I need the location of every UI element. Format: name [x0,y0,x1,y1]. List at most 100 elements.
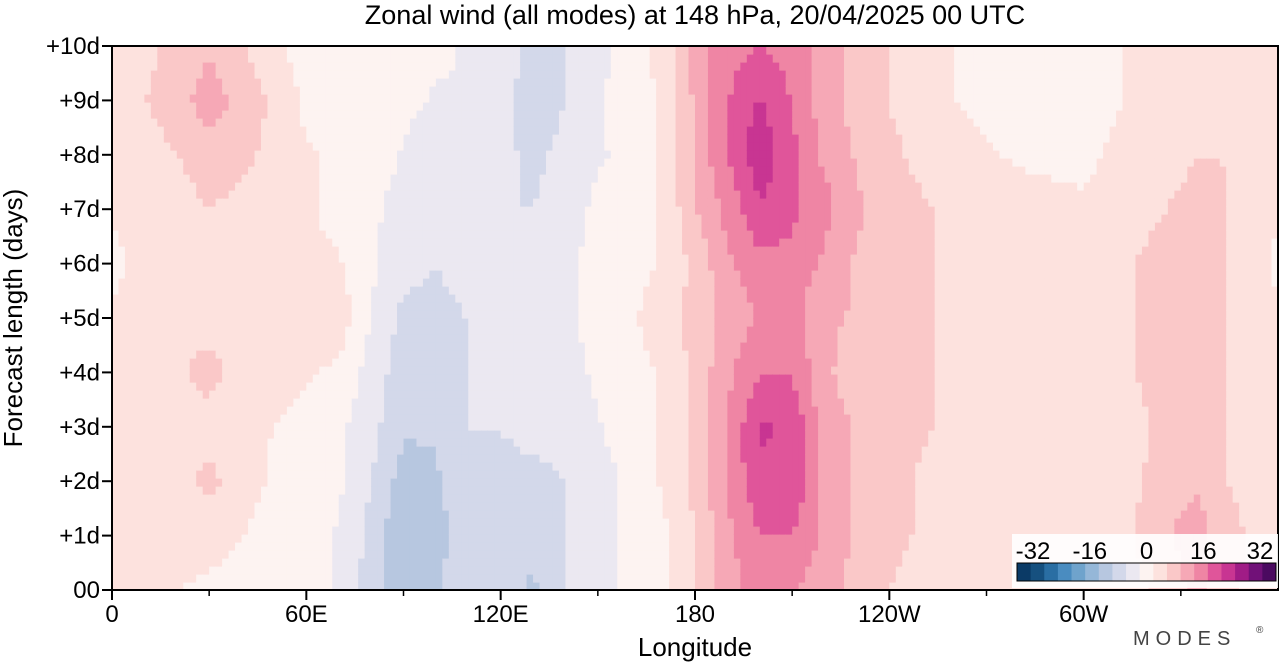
heatmap-cell [332,190,340,199]
heatmap-cell [286,102,294,111]
heatmap-cell [558,470,567,479]
heatmap-cell [533,574,541,583]
heatmap-cell [416,542,424,551]
heatmap-cell [377,62,385,71]
heatmap-cell [222,198,230,207]
heatmap-cell [455,358,463,367]
heatmap-cell [520,550,528,559]
heatmap-cell [306,398,314,407]
heatmap-cell [558,374,567,383]
heatmap-cell [358,382,366,391]
heatmap-cell [286,166,294,175]
heatmap-cell [422,190,431,199]
heatmap-cell [202,118,210,127]
heatmap-cell [558,286,567,295]
heatmap-cell [474,430,482,439]
heatmap-cell [351,382,359,391]
heatmap-cell [124,502,133,511]
heatmap-cell [448,294,456,303]
heatmap-cell [306,110,314,119]
heatmap-cell [403,54,411,63]
heatmap-cell [260,534,269,543]
heatmap-cell [248,78,256,87]
heatmap-cell [487,510,495,519]
heatmap-cell [565,406,573,415]
heatmap-cell [435,494,443,503]
heatmap-cell [558,262,567,271]
heatmap-cell [371,566,379,575]
heatmap-cell [196,198,204,207]
heatmap-cell [235,406,243,415]
heatmap-cell [118,110,126,119]
heatmap-cell [228,358,236,367]
heatmap-cell [196,358,204,367]
heatmap-cell [539,302,547,311]
heatmap-cell [461,366,469,375]
heatmap-cell [429,126,437,135]
heatmap-cell [150,126,158,135]
heatmap-cell [338,206,346,215]
heatmap-cell [539,70,547,79]
heatmap-cell [397,550,405,559]
heatmap-cell [215,478,223,487]
heatmap-cell [455,454,463,463]
heatmap-cell [222,494,230,503]
heatmap-cell [228,390,236,399]
heatmap-cell [241,230,249,239]
heatmap-cell [520,246,528,255]
heatmap-cell [293,174,301,183]
heatmap-cell [390,542,398,551]
heatmap-cell [474,510,482,519]
heatmap-cell [558,46,567,55]
heatmap-cell [390,166,398,175]
heatmap-cell [280,390,288,399]
heatmap-cell [422,182,431,191]
heatmap-cell [442,478,450,487]
heatmap-cell [429,414,437,423]
heatmap-cell [416,414,424,423]
heatmap-cell [241,366,249,375]
heatmap-cell [552,182,560,191]
heatmap-cell [248,334,256,343]
heatmap-cell [422,510,431,519]
heatmap-cell [377,286,385,295]
heatmap-cell [500,534,508,543]
heatmap-cell [571,438,579,447]
heatmap-cell [260,558,269,567]
heatmap-cell [584,366,592,375]
heatmap-cell [215,238,223,247]
heatmap-cell [260,582,269,590]
heatmap-cell [202,182,210,191]
heatmap-cell [513,102,521,111]
heatmap-cell [150,502,158,511]
heatmap-cell [584,526,592,535]
heatmap-cell [364,222,372,231]
heatmap-cell [558,270,567,279]
heatmap-cell [539,278,547,287]
heatmap-cell [558,558,567,567]
heatmap-cell [312,222,320,231]
heatmap-cell [351,342,359,351]
heatmap-cell [364,422,372,431]
heatmap-cell [384,222,392,231]
heatmap-cell [571,78,579,87]
heatmap-cell [565,126,573,135]
heatmap-cell [306,454,314,463]
heatmap-cell [487,94,495,103]
heatmap-cell [273,46,282,55]
heatmap-cell [163,238,171,247]
heatmap-cell [584,334,592,343]
heatmap-cell [513,182,521,191]
heatmap-cell [260,278,269,287]
heatmap-cell [377,326,385,335]
heatmap-cell [397,582,405,590]
heatmap-cell [306,118,314,127]
heatmap-cell [254,502,262,511]
heatmap-cell [507,470,515,479]
heatmap-cell [481,342,489,351]
heatmap-cell [183,518,191,527]
heatmap-cell [422,198,431,207]
heatmap-cell [435,102,443,111]
heatmap-cell [176,246,184,255]
